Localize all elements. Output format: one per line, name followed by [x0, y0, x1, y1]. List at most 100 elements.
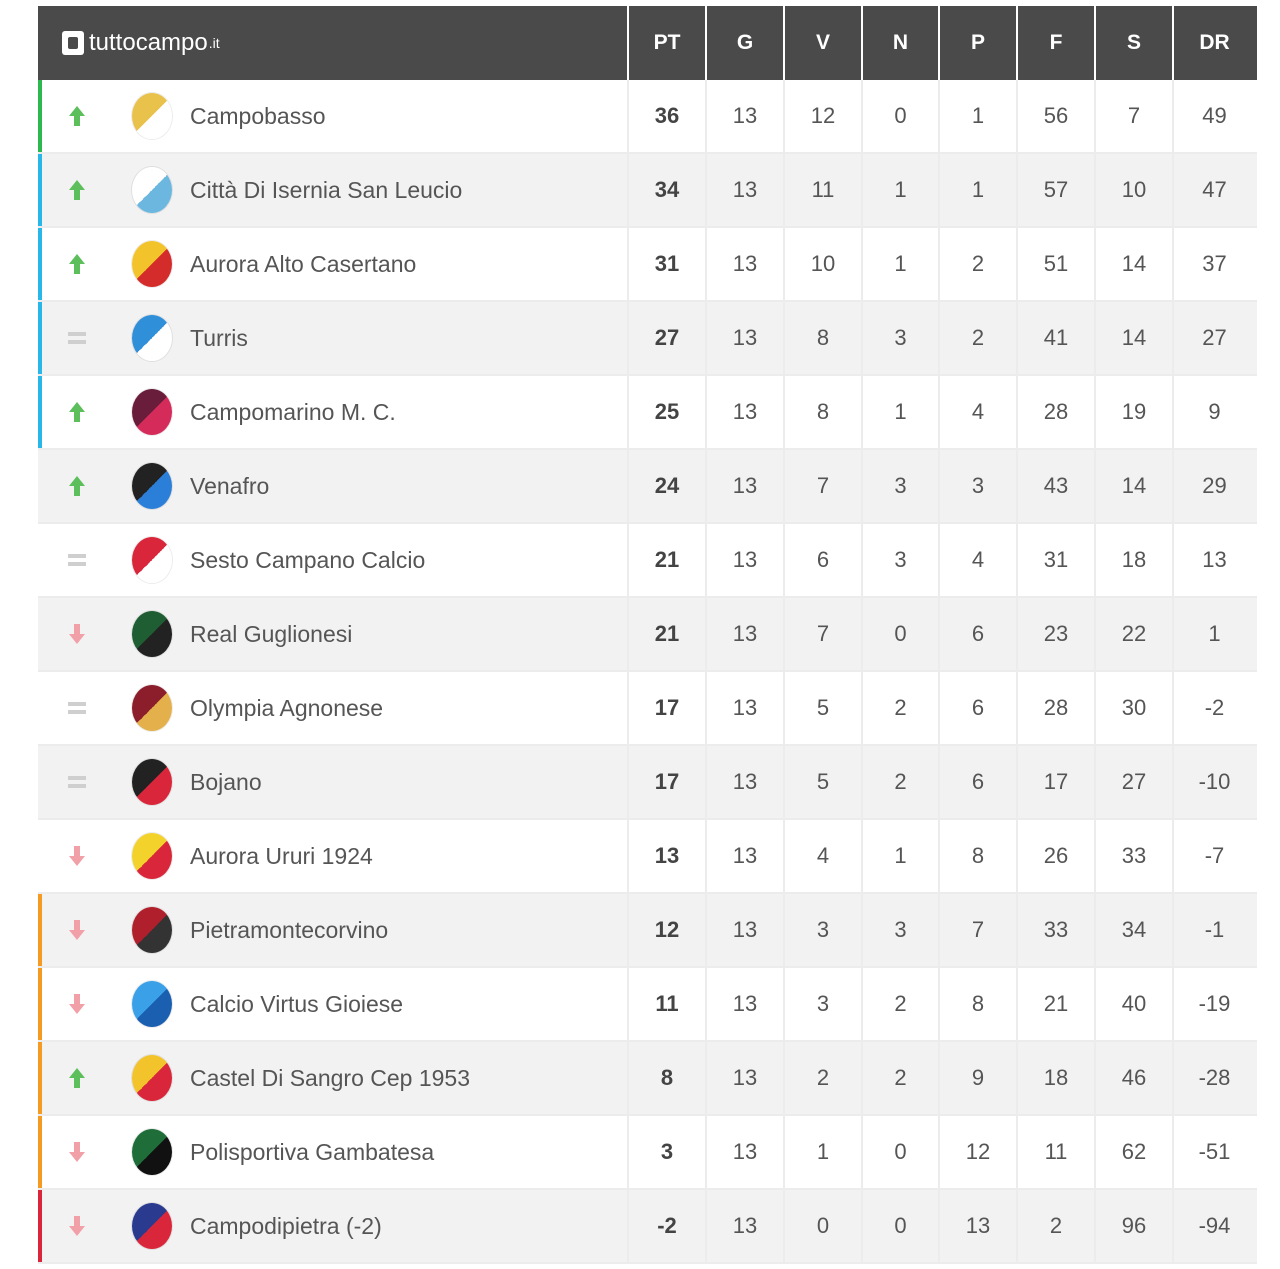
team-name[interactable]: Aurora Alto Casertano: [190, 250, 417, 277]
table-row[interactable]: Olympia Agnonese 17 13 5 2 6 28 30 -2: [38, 672, 1257, 746]
table-row[interactable]: Venafro 24 13 7 3 3 43 14 29: [38, 450, 1257, 524]
table-row[interactable]: Pietramontecorvino 12 13 3 3 7 33 34 -1: [38, 894, 1257, 968]
team-badge-icon[interactable]: [132, 537, 172, 583]
table-row[interactable]: Campobasso 36 13 12 0 1 56 7 49: [38, 80, 1257, 154]
table-row[interactable]: Aurora Ururi 1924 13 13 4 1 8 26 33 -7: [38, 820, 1257, 894]
team-cell: Castel Di Sangro Cep 1953: [38, 1042, 627, 1114]
arrow-down-icon: [38, 920, 116, 940]
stat-pt: 34: [627, 154, 705, 226]
team-badge-wrap: [116, 537, 188, 583]
team-badge-icon[interactable]: [132, 907, 172, 953]
table-row[interactable]: Bojano 17 13 5 2 6 17 27 -10: [38, 746, 1257, 820]
team-name[interactable]: Campobasso: [190, 102, 326, 129]
stat-pt: 17: [627, 746, 705, 818]
stat-g: 13: [705, 820, 783, 892]
team-badge-icon[interactable]: [132, 685, 172, 731]
team-badge-icon[interactable]: [132, 833, 172, 879]
header-dr[interactable]: DR: [1172, 6, 1255, 80]
team-name[interactable]: Turris: [190, 324, 248, 351]
stat-p: 4: [938, 524, 1016, 596]
team-name[interactable]: Real Guglionesi: [190, 620, 353, 647]
team-name[interactable]: Aurora Ururi 1924: [190, 842, 373, 869]
logo-text: tuttocampo: [89, 29, 208, 56]
team-badge-icon[interactable]: [132, 241, 172, 287]
team-name[interactable]: Sesto Campano Calcio: [190, 546, 426, 573]
arrow-down-icon: [38, 624, 116, 644]
zone-indicator: [38, 1190, 42, 1262]
stat-g: 13: [705, 894, 783, 966]
stat-v: 7: [783, 450, 861, 522]
stat-g: 13: [705, 376, 783, 448]
stat-pt: -2: [627, 1190, 705, 1262]
team-badge-icon[interactable]: [132, 759, 172, 805]
team-badge-icon[interactable]: [132, 315, 172, 361]
table-row[interactable]: Turris 27 13 8 3 2 41 14 27: [38, 302, 1257, 376]
equal-icon: [38, 776, 116, 788]
stat-pt: 12: [627, 894, 705, 966]
team-badge-wrap: [116, 981, 188, 1027]
header-g[interactable]: G: [705, 6, 783, 80]
team-badge-icon[interactable]: [132, 981, 172, 1027]
team-badge-wrap: [116, 833, 188, 879]
header-n[interactable]: N: [861, 6, 938, 80]
team-name[interactable]: Polisportiva Gambatesa: [190, 1138, 435, 1165]
team-badge-icon[interactable]: [132, 389, 172, 435]
team-name[interactable]: Castel Di Sangro Cep 1953: [190, 1064, 470, 1091]
team-badge-icon[interactable]: [132, 1203, 172, 1249]
table-row[interactable]: Sesto Campano Calcio 21 13 6 3 4 31 18 13: [38, 524, 1257, 598]
team-name[interactable]: Venafro: [190, 472, 270, 499]
team-badge-icon[interactable]: [132, 463, 172, 509]
stat-dr: 1: [1172, 598, 1255, 670]
table-row[interactable]: Calcio Virtus Gioiese 11 13 3 2 8 21 40 -19: [38, 968, 1257, 1042]
team-badge-icon[interactable]: [132, 1055, 172, 1101]
stat-pt: 31: [627, 228, 705, 300]
header-v[interactable]: V: [783, 6, 861, 80]
stat-f: 2: [1016, 1190, 1094, 1262]
stat-pt: 36: [627, 80, 705, 152]
stat-pt: 21: [627, 598, 705, 670]
team-name[interactable]: Pietramontecorvino: [190, 916, 389, 943]
team-name[interactable]: Calcio Virtus Gioiese: [190, 990, 404, 1017]
stat-pt: 27: [627, 302, 705, 374]
team-badge-icon[interactable]: [132, 93, 172, 139]
header-pt[interactable]: PT: [627, 6, 705, 80]
header-s[interactable]: S: [1094, 6, 1172, 80]
header-p[interactable]: P: [938, 6, 1016, 80]
table-row[interactable]: Aurora Alto Casertano 31 13 10 1 2 51 14 37: [38, 228, 1257, 302]
table-row[interactable]: Polisportiva Gambatesa 3 13 1 0 12 11 62 -51: [38, 1116, 1257, 1190]
equal-icon: [38, 554, 116, 566]
zone-indicator: [38, 1116, 42, 1188]
team-badge-icon[interactable]: [132, 167, 172, 213]
stat-n: 1: [861, 820, 938, 892]
table-row[interactable]: Real Guglionesi 21 13 7 0 6 23 22 1: [38, 598, 1257, 672]
table-row[interactable]: Città Di Isernia San Leucio 34 13 11 1 1 57 10 4…: [38, 154, 1257, 228]
team-badge-wrap: [116, 93, 188, 139]
team-name[interactable]: Campomarino M. C.: [190, 398, 396, 425]
stat-dr: -94: [1172, 1190, 1255, 1262]
table-row[interactable]: Campodipietra (-2) -2 13 0 0 13 2 96 -94: [38, 1190, 1257, 1264]
zone-indicator: [38, 894, 42, 966]
stat-s: 14: [1094, 302, 1172, 374]
stat-f: 17: [1016, 746, 1094, 818]
table-row[interactable]: Campomarino M. C. 25 13 8 1 4 28 19 9: [38, 376, 1257, 450]
team-name[interactable]: Olympia Agnonese: [190, 694, 384, 721]
stat-g: 13: [705, 746, 783, 818]
table-row[interactable]: Castel Di Sangro Cep 1953 8 13 2 2 9 18 46 -28: [38, 1042, 1257, 1116]
site-logo[interactable]: tuttocampo .it: [62, 29, 220, 57]
team-name[interactable]: Campodipietra (-2): [190, 1212, 382, 1239]
team-name[interactable]: Città Di Isernia San Leucio: [190, 176, 463, 203]
stat-n: 0: [861, 598, 938, 670]
stat-g: 13: [705, 228, 783, 300]
team-cell: Aurora Alto Casertano: [38, 228, 627, 300]
stat-s: 18: [1094, 524, 1172, 596]
team-name[interactable]: Bojano: [190, 768, 262, 795]
team-badge-icon[interactable]: [132, 1129, 172, 1175]
arrow-down-icon: [38, 1142, 116, 1162]
arrow-up-icon: [38, 476, 116, 496]
team-badge-icon[interactable]: [132, 611, 172, 657]
team-cell: Pietramontecorvino: [38, 894, 627, 966]
stat-f: 26: [1016, 820, 1094, 892]
header-f[interactable]: F: [1016, 6, 1094, 80]
stat-v: 7: [783, 598, 861, 670]
stat-p: 4: [938, 376, 1016, 448]
